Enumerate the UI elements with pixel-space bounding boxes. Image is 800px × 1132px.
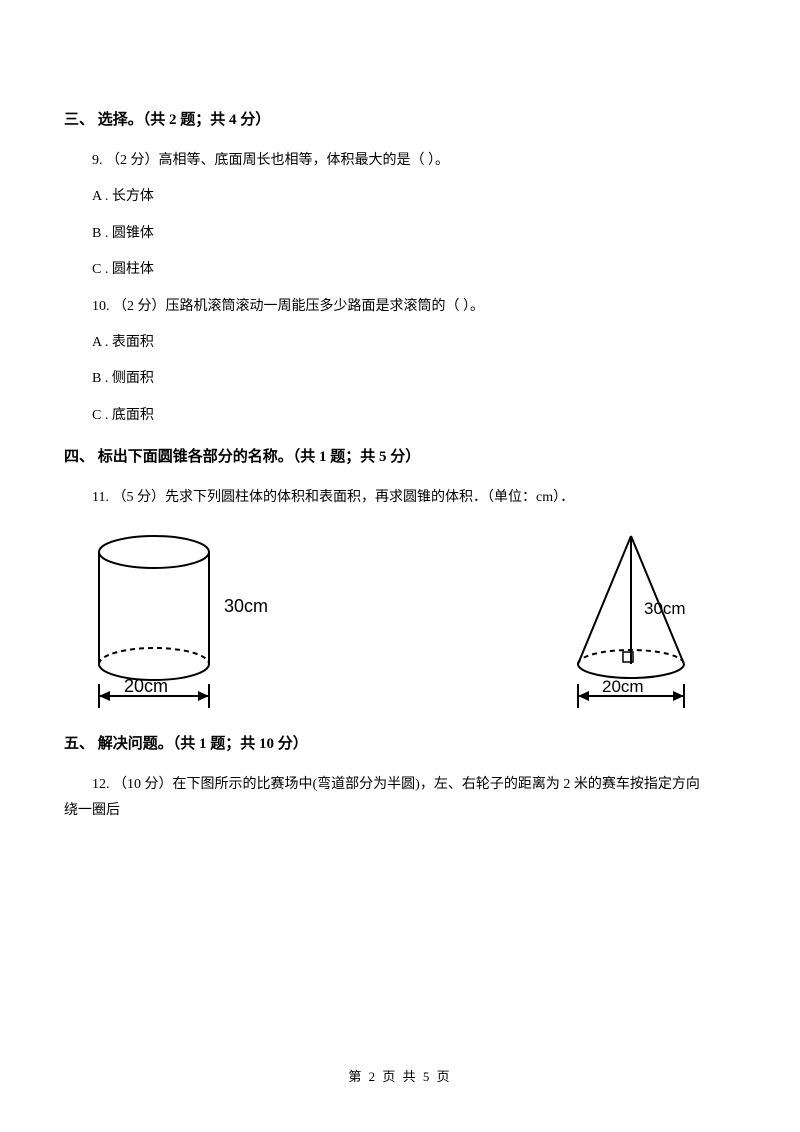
- section-4-heading: 四、 标出下面圆锥各部分的名称。（共 1 题；共 5 分）: [64, 445, 736, 469]
- q9-stem: 9. （2 分）高相等、底面周长也相等，体积最大的是（ ）。: [92, 150, 736, 172]
- q9-option-c: C . 圆柱体: [92, 259, 736, 281]
- page: 三、 选择。（共 2 题；共 4 分） 9. （2 分）高相等、底面周长也相等，…: [0, 0, 800, 1132]
- cylinder-height-label: 30cm: [224, 596, 268, 616]
- section-3-heading: 三、 选择。（共 2 题；共 4 分）: [64, 108, 736, 132]
- q12-line2: 绕一圈后: [64, 800, 736, 822]
- cone-width-label: 20cm: [602, 677, 644, 696]
- cylinder-diagram: 30cm 20cm: [74, 524, 304, 714]
- q11-stem: 11. （5 分）先求下列圆柱体的体积和表面积，再求圆锥的体积．（单位：cm）．: [92, 487, 736, 509]
- q10-option-a: A . 表面积: [92, 332, 736, 354]
- cylinder-width-label: 20cm: [124, 676, 168, 696]
- section-5-heading: 五、 解决问题。（共 1 题；共 10 分）: [64, 732, 736, 756]
- diagram-row: 30cm 20cm: [74, 524, 736, 714]
- q12-line1: 12. （10 分）在下图所示的比赛场中(弯道部分为半圆)，左、右轮子的距离为 …: [92, 774, 736, 796]
- cone-diagram: 30cm 20cm: [566, 524, 736, 714]
- q9-option-a: A . 长方体: [92, 186, 736, 208]
- q10-option-b: B . 侧面积: [92, 368, 736, 390]
- q10-option-c: C . 底面积: [92, 405, 736, 427]
- q9-option-b: B . 圆锥体: [92, 223, 736, 245]
- cone-height-label: 30cm: [644, 599, 686, 618]
- page-footer: 第 2 页 共 5 页: [0, 1067, 800, 1088]
- q10-stem: 10. （2 分）压路机滚筒滚动一周能压多少路面是求滚筒的（ ）。: [92, 296, 736, 318]
